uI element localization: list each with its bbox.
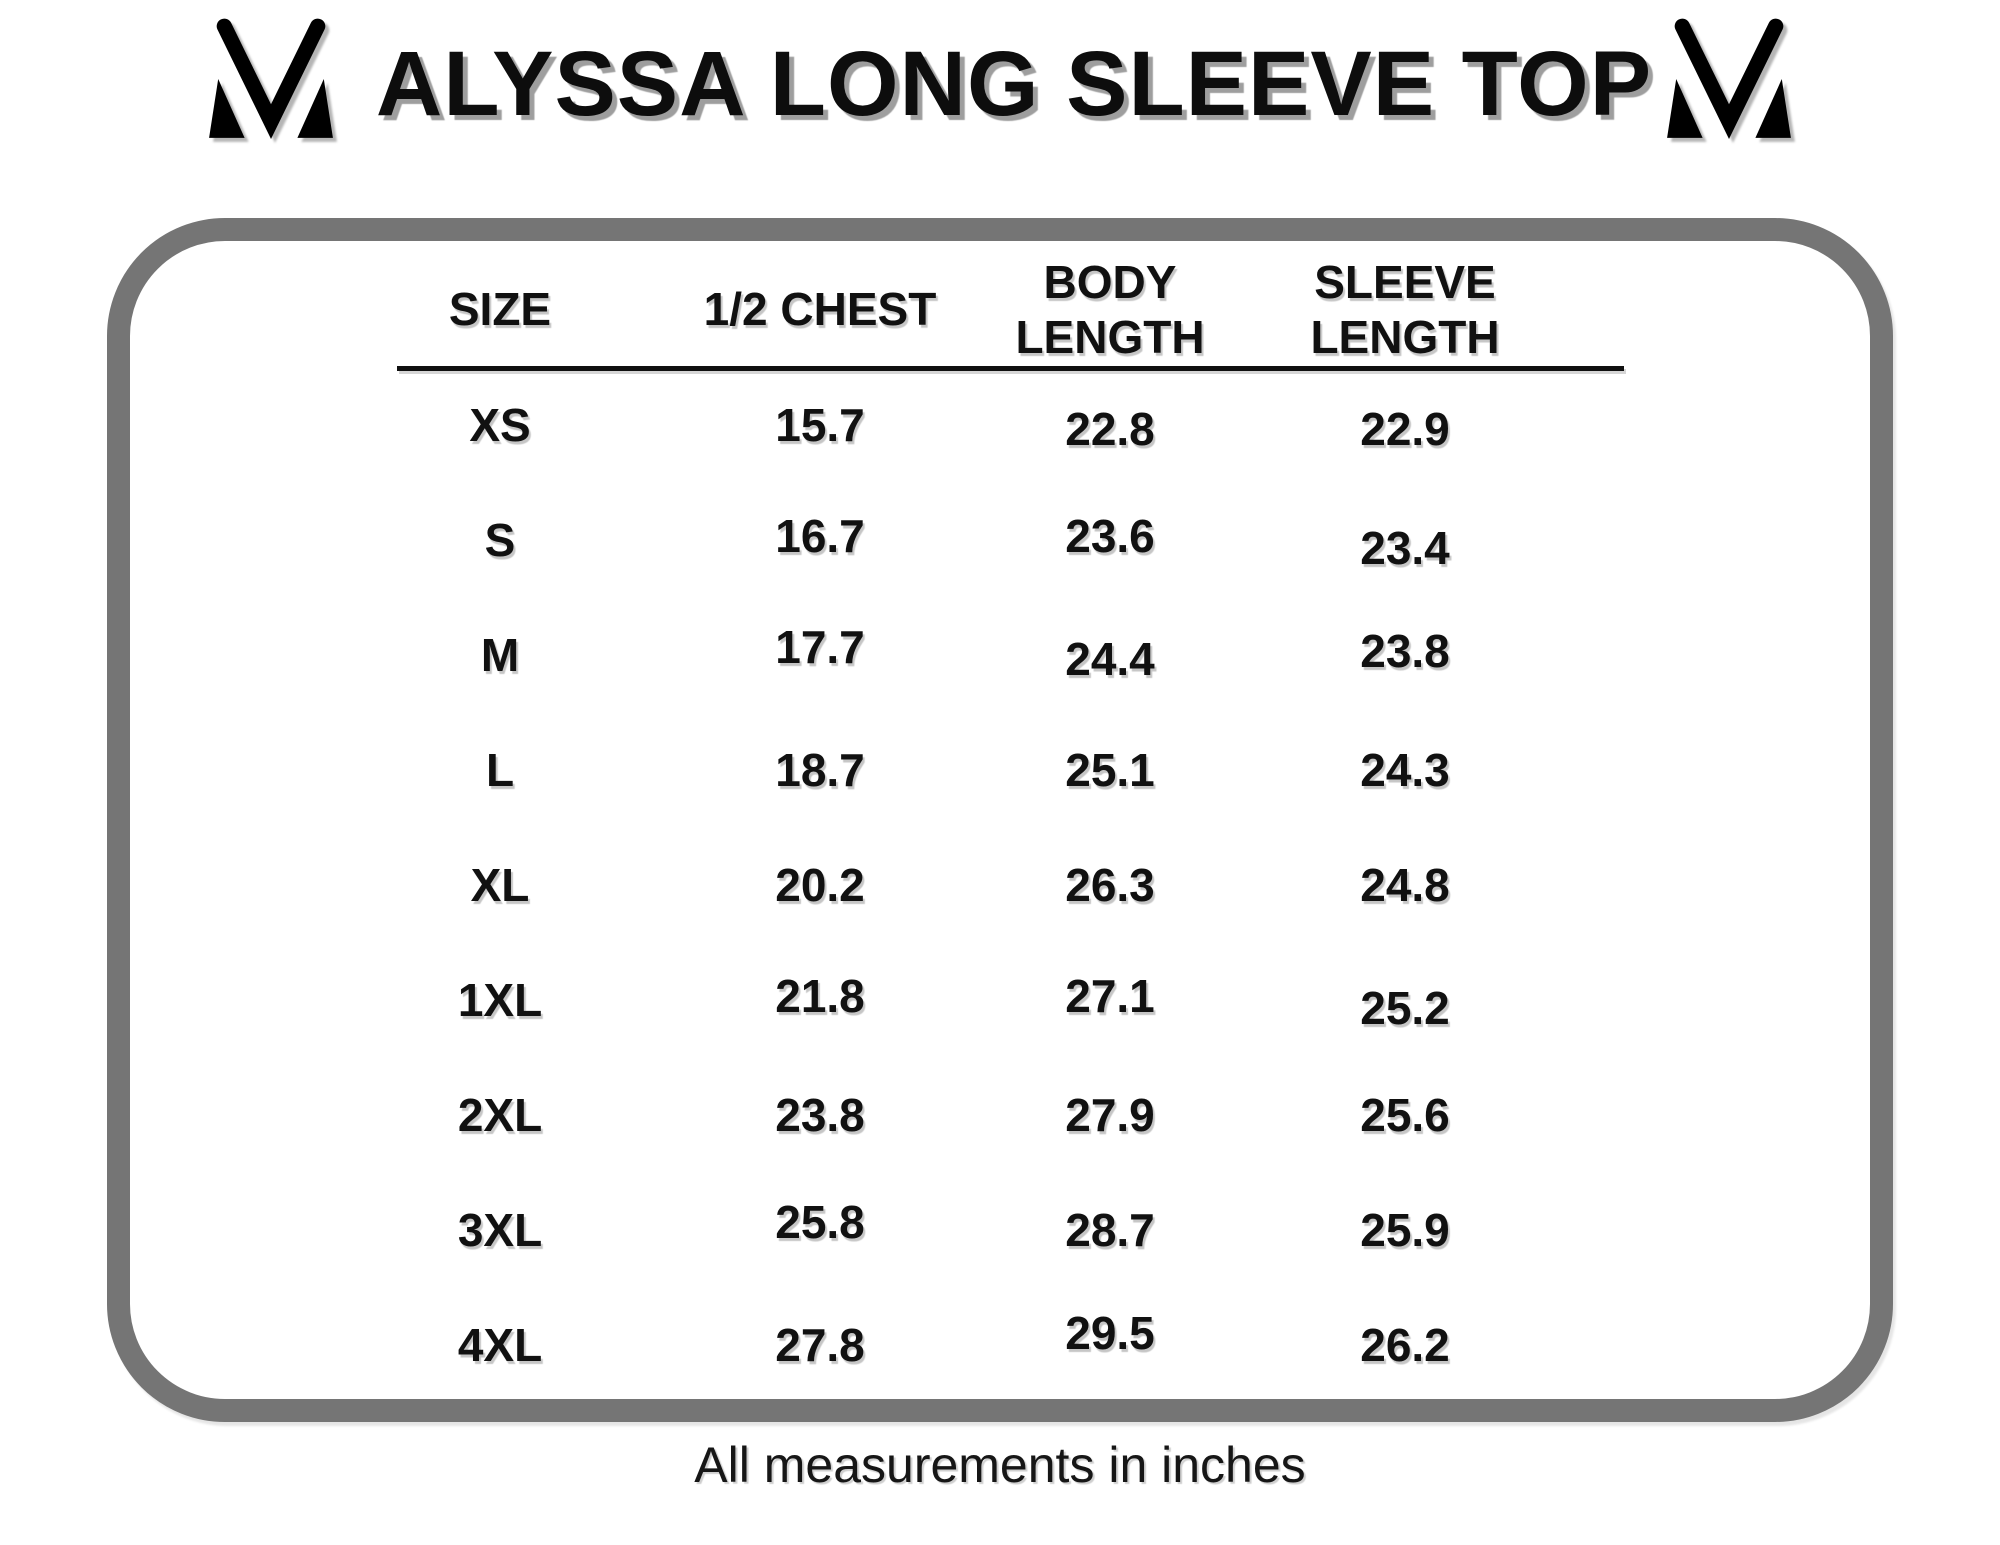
cell-1xl-sleeve-length: 25.2 xyxy=(1360,981,1450,1034)
cell-xl-body-length: 26.3 xyxy=(1065,858,1155,911)
cell-4xl-body-length: 29.5 xyxy=(1065,1306,1155,1359)
cell-3xl-body-length: 28.7 xyxy=(1065,1203,1155,1256)
column-header-body-length: BODY LENGTH xyxy=(1015,255,1205,363)
cell-m-body-length: 24.4 xyxy=(1065,632,1155,685)
cell-s-sleeve-length: 23.4 xyxy=(1360,521,1450,574)
cell-xs-size: XS xyxy=(469,398,531,451)
cell-2xl-size: 2XL xyxy=(457,1088,543,1141)
cell-4xl-sleeve-length: 26.2 xyxy=(1360,1318,1450,1371)
cell-xl-size: XL xyxy=(470,858,530,911)
table-header-divider xyxy=(397,366,1624,371)
cell-3xl-sleeve-length: 25.9 xyxy=(1360,1203,1450,1256)
cell-3xl-size: 3XL xyxy=(457,1203,543,1256)
cell-1xl-half-chest: 21.8 xyxy=(775,969,865,1022)
cell-l-half-chest: 18.7 xyxy=(775,743,865,796)
cell-1xl-size: 1XL xyxy=(457,973,543,1026)
column-header-half-chest: 1/2 CHEST xyxy=(703,283,937,335)
measurements-note: All measurements in inches xyxy=(694,1437,1306,1493)
cell-4xl-size: 4XL xyxy=(457,1318,543,1371)
column-header-sleeve-length: SLEEVE LENGTH xyxy=(1310,255,1500,363)
cell-xl-sleeve-length: 24.8 xyxy=(1360,858,1450,911)
cell-3xl-half-chest: 25.8 xyxy=(775,1195,865,1248)
column-header-size: SIZE xyxy=(448,283,552,335)
cell-2xl-sleeve-length: 25.6 xyxy=(1360,1088,1450,1141)
cell-xs-sleeve-length: 22.9 xyxy=(1360,402,1450,455)
cell-s-size: S xyxy=(484,513,516,566)
cell-m-half-chest: 17.7 xyxy=(775,620,865,673)
brand-monogram-icon xyxy=(208,18,333,139)
cell-xl-half-chest: 20.2 xyxy=(775,858,865,911)
cell-l-size: L xyxy=(485,743,515,796)
page-title: ALYSSA LONG SLEEVE TOP xyxy=(375,32,1653,135)
cell-xs-body-length: 22.8 xyxy=(1065,402,1155,455)
header: ALYSSA LONG SLEEVE TOP xyxy=(0,18,2000,142)
cell-l-body-length: 25.1 xyxy=(1065,743,1155,796)
cell-4xl-half-chest: 27.8 xyxy=(775,1318,865,1371)
cell-m-sleeve-length: 23.8 xyxy=(1360,624,1450,677)
cell-m-size: M xyxy=(480,628,520,681)
size-chart-table: SIZE 1/2 CHEST BODY LENGTH SLEEVE LENGTH… xyxy=(320,252,1550,1402)
cell-s-half-chest: 16.7 xyxy=(775,509,865,562)
cell-xs-half-chest: 15.7 xyxy=(775,398,865,451)
brand-monogram-icon xyxy=(1667,18,1792,139)
cell-2xl-half-chest: 23.8 xyxy=(775,1088,865,1141)
cell-2xl-body-length: 27.9 xyxy=(1065,1088,1155,1141)
cell-l-sleeve-length: 24.3 xyxy=(1360,743,1450,796)
cell-s-body-length: 23.6 xyxy=(1065,509,1155,562)
cell-1xl-body-length: 27.1 xyxy=(1065,969,1155,1022)
size-chart-border xyxy=(107,218,1893,1422)
